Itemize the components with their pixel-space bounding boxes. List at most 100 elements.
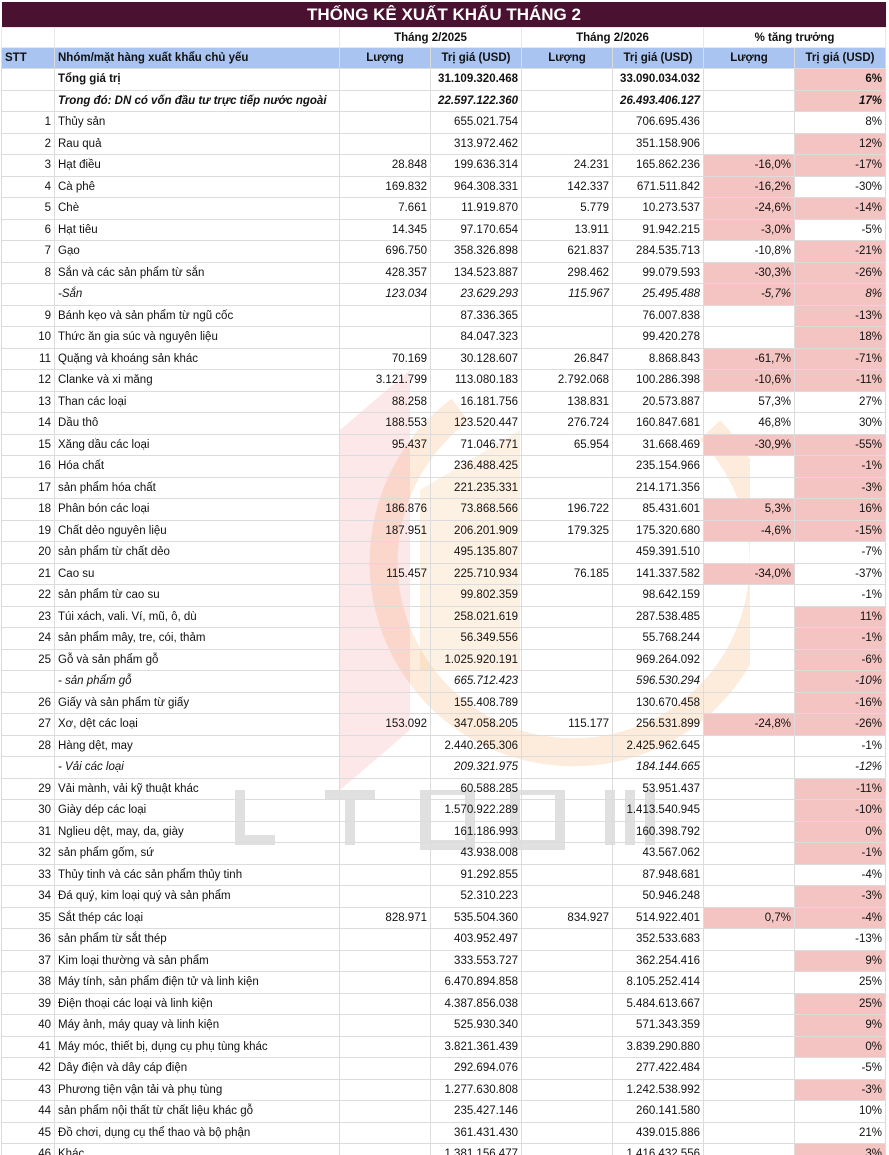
item-name-cell[interactable]: Chất dẻo nguyên liệu bbox=[54, 519, 340, 542]
value-growth-cell[interactable]: -71% bbox=[794, 347, 886, 370]
stt-cell[interactable] bbox=[1, 89, 55, 112]
stt-cell[interactable]: 16 bbox=[1, 455, 55, 478]
value-2025-cell[interactable]: 22.597.122.360 bbox=[430, 89, 522, 112]
item-name-cell[interactable]: Sắn và các sản phẩm từ sắn bbox=[54, 261, 340, 284]
value-2025-cell[interactable]: 52.310.223 bbox=[430, 885, 522, 908]
qty-2026-cell[interactable] bbox=[521, 992, 613, 1015]
qty-2025-cell[interactable] bbox=[339, 326, 431, 349]
qty-2025-cell[interactable] bbox=[339, 648, 431, 671]
value-2026-cell[interactable]: 8.868.843 bbox=[612, 347, 704, 370]
value-growth-cell[interactable]: 9% bbox=[794, 949, 886, 972]
qty-2025-cell[interactable] bbox=[339, 605, 431, 628]
value-growth-cell[interactable]: -1% bbox=[794, 734, 886, 757]
value-growth-cell[interactable]: -1% bbox=[794, 455, 886, 478]
qty-2025-cell[interactable]: 7.661 bbox=[339, 197, 431, 220]
item-name-cell[interactable]: Thủy tinh và các sản phẩm thủy tinh bbox=[54, 863, 340, 886]
value-2026-cell[interactable]: 25.495.488 bbox=[612, 283, 704, 306]
qty-growth-cell[interactable] bbox=[703, 820, 795, 843]
qty-2025-cell[interactable]: 186.876 bbox=[339, 498, 431, 521]
value-2026-cell[interactable]: 165.862.236 bbox=[612, 154, 704, 177]
stt-cell[interactable]: 41 bbox=[1, 1035, 55, 1058]
qty-2026-cell[interactable] bbox=[521, 584, 613, 607]
value-2025-cell[interactable]: 964.308.331 bbox=[430, 175, 522, 198]
qty-growth-cell[interactable] bbox=[703, 541, 795, 564]
qty-growth-cell[interactable]: -30,3% bbox=[703, 261, 795, 284]
value-growth-cell[interactable]: 3% bbox=[794, 1143, 886, 1155]
qty-growth-cell[interactable] bbox=[703, 1100, 795, 1123]
qty-2026-cell[interactable] bbox=[521, 1100, 613, 1123]
item-name-cell[interactable]: Giấy và sản phẩm từ giấy bbox=[54, 691, 340, 714]
qty-growth-cell[interactable]: 0,7% bbox=[703, 906, 795, 929]
item-name-cell[interactable]: Bánh kẹo và sản phẩm từ ngũ cốc bbox=[54, 304, 340, 327]
value-growth-cell[interactable]: -10% bbox=[794, 670, 886, 693]
qty-2025-cell[interactable]: 153.092 bbox=[339, 713, 431, 736]
qty-2025-cell[interactable] bbox=[339, 1078, 431, 1101]
qty-2025-cell[interactable] bbox=[339, 1143, 431, 1155]
value-growth-cell[interactable]: -5% bbox=[794, 218, 886, 241]
value-growth-cell[interactable]: -13% bbox=[794, 304, 886, 327]
value-2025-cell[interactable]: 155.408.789 bbox=[430, 691, 522, 714]
item-name-cell[interactable]: Nglieu dệt, may, da, giày bbox=[54, 820, 340, 843]
value-2026-cell[interactable]: 1.242.538.992 bbox=[612, 1078, 704, 1101]
qty-2025-cell[interactable] bbox=[339, 455, 431, 478]
qty-growth-cell[interactable] bbox=[703, 1078, 795, 1101]
value-2026-cell[interactable]: 352.533.683 bbox=[612, 928, 704, 951]
value-2025-cell[interactable]: 31.109.320.468 bbox=[430, 68, 522, 91]
value-growth-cell[interactable]: -3% bbox=[794, 1078, 886, 1101]
item-name-cell[interactable]: Clanke và xi măng bbox=[54, 369, 340, 392]
qty-2026-cell[interactable] bbox=[521, 799, 613, 822]
stt-cell[interactable]: 44 bbox=[1, 1100, 55, 1123]
value-2026-cell[interactable]: 287.538.485 bbox=[612, 605, 704, 628]
qty-2025-cell[interactable] bbox=[339, 820, 431, 843]
qty-2026-cell[interactable] bbox=[521, 670, 613, 693]
qty-2026-cell[interactable] bbox=[521, 326, 613, 349]
value-2025-cell[interactable]: 134.523.887 bbox=[430, 261, 522, 284]
value-2026-cell[interactable]: 43.567.062 bbox=[612, 842, 704, 865]
qty-2026-cell[interactable] bbox=[521, 627, 613, 650]
item-name-cell[interactable]: Hạt điều bbox=[54, 154, 340, 177]
stt-cell[interactable]: 20 bbox=[1, 541, 55, 564]
value-growth-cell[interactable]: 10% bbox=[794, 1100, 886, 1123]
qty-2025-cell[interactable] bbox=[339, 304, 431, 327]
value-2026-cell[interactable]: 439.015.886 bbox=[612, 1121, 704, 1144]
value-growth-cell[interactable]: -15% bbox=[794, 519, 886, 542]
item-name-cell[interactable]: Hạt tiêu bbox=[54, 218, 340, 241]
qty-2025-cell[interactable]: 3.121.799 bbox=[339, 369, 431, 392]
qty-2026-cell[interactable] bbox=[521, 89, 613, 112]
qty-2026-cell[interactable] bbox=[521, 541, 613, 564]
item-name-cell[interactable]: Cao su bbox=[54, 562, 340, 585]
value-2026-cell[interactable]: 85.431.601 bbox=[612, 498, 704, 521]
qty-2025-cell[interactable] bbox=[339, 132, 431, 155]
qty-growth-cell[interactable] bbox=[703, 885, 795, 908]
stt-cell[interactable]: 28 bbox=[1, 734, 55, 757]
qty-growth-cell[interactable] bbox=[703, 304, 795, 327]
value-2025-cell[interactable]: 347.058.205 bbox=[430, 713, 522, 736]
qty-2025-cell[interactable]: 14.345 bbox=[339, 218, 431, 241]
value-2026-cell[interactable]: 91.942.215 bbox=[612, 218, 704, 241]
stt-cell[interactable]: 8 bbox=[1, 261, 55, 284]
value-growth-cell[interactable]: -16% bbox=[794, 691, 886, 714]
qty-2025-cell[interactable]: 123.034 bbox=[339, 283, 431, 306]
value-2026-cell[interactable]: 2.425.962.645 bbox=[612, 734, 704, 757]
value-growth-cell[interactable]: -26% bbox=[794, 261, 886, 284]
qty-2025-cell[interactable] bbox=[339, 541, 431, 564]
stt-cell[interactable]: 13 bbox=[1, 390, 55, 413]
item-name-cell[interactable]: sản phẩm gốm, sứ bbox=[54, 842, 340, 865]
value-growth-cell[interactable]: 17% bbox=[794, 89, 886, 112]
qty-growth-cell[interactable] bbox=[703, 863, 795, 886]
qty-2025-cell[interactable] bbox=[339, 799, 431, 822]
qty-2025-cell[interactable] bbox=[339, 691, 431, 714]
stt-cell[interactable]: 5 bbox=[1, 197, 55, 220]
value-growth-cell[interactable]: -26% bbox=[794, 713, 886, 736]
qty-growth-cell[interactable]: 46,8% bbox=[703, 412, 795, 435]
item-name-cell[interactable]: Xơ, dệt các loại bbox=[54, 713, 340, 736]
qty-2026-cell[interactable] bbox=[521, 1014, 613, 1037]
qty-growth-cell[interactable] bbox=[703, 971, 795, 994]
qty-2026-cell[interactable]: 179.325 bbox=[521, 519, 613, 542]
value-2025-cell[interactable]: 161.186.993 bbox=[430, 820, 522, 843]
value-2026-cell[interactable]: 351.158.906 bbox=[612, 132, 704, 155]
qty-growth-cell[interactable] bbox=[703, 648, 795, 671]
value-2026-cell[interactable]: 160.847.681 bbox=[612, 412, 704, 435]
qty-growth-cell[interactable]: -4,6% bbox=[703, 519, 795, 542]
value-2025-cell[interactable]: 235.427.146 bbox=[430, 1100, 522, 1123]
